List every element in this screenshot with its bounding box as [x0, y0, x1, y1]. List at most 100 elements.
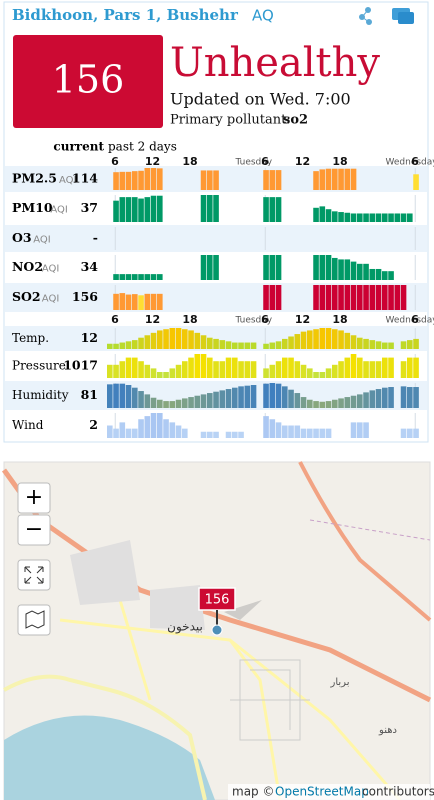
fullscreen-button[interactable]	[17, 559, 51, 591]
row-value: 37	[81, 200, 98, 215]
history-bar	[144, 293, 151, 310]
history-bar	[338, 398, 344, 408]
history-bar	[369, 340, 376, 349]
history-bar	[275, 422, 282, 438]
history-bar	[394, 213, 401, 222]
history-bar	[169, 401, 176, 408]
pollutant: so2	[283, 113, 308, 128]
history-bar	[363, 338, 369, 349]
history-bar	[207, 255, 213, 280]
history-bar	[388, 387, 394, 408]
history-bar	[344, 168, 351, 190]
history-bar	[332, 364, 338, 378]
history-bar	[125, 341, 132, 349]
history-bar	[369, 390, 376, 408]
history-bar	[232, 357, 238, 378]
history-bar	[294, 393, 301, 408]
history-bar	[113, 428, 119, 438]
history-bar	[200, 170, 207, 190]
history-bar	[319, 206, 326, 222]
history-bar	[232, 387, 238, 408]
history-bar	[182, 361, 188, 378]
history-bar	[132, 357, 138, 378]
history-bar	[238, 431, 244, 438]
station-title[interactable]: Bidkhoon, Pars 1, Bushehr	[12, 6, 239, 24]
layers-button[interactable]	[17, 604, 51, 636]
row-name: Temp.	[12, 331, 49, 345]
history-bar	[138, 274, 144, 280]
history-bar	[294, 425, 301, 438]
history-bar	[188, 330, 194, 349]
history-bar	[138, 198, 144, 222]
history-bar	[107, 343, 113, 349]
history-bar	[407, 387, 413, 408]
share-icon[interactable]	[359, 7, 372, 25]
history-bar	[319, 401, 326, 408]
time-label: 18	[182, 313, 197, 326]
history-bar	[138, 337, 144, 349]
history-bar	[344, 285, 351, 310]
history-bar	[325, 209, 332, 222]
place-label: بیدخون	[167, 620, 203, 635]
history-bar	[219, 361, 226, 378]
history-bar	[157, 413, 163, 438]
history-bar	[413, 174, 419, 190]
attribution: contributors	[362, 785, 434, 799]
history-bar	[125, 357, 132, 378]
history-bar	[263, 255, 269, 280]
history-bar	[238, 361, 244, 378]
history-bar	[344, 212, 351, 222]
map-marker[interactable]: 156	[205, 593, 230, 608]
history-bar	[125, 274, 132, 280]
time-label: 18	[332, 313, 347, 326]
history-bar	[338, 361, 344, 378]
history-bar	[382, 387, 388, 408]
map[interactable]: + − 156 بیدخون بربار دهنو map © OpenStre…	[1, 461, 434, 800]
history-bar	[207, 195, 213, 222]
history-bar	[263, 383, 269, 408]
history-bar	[157, 293, 163, 310]
history-bar	[132, 340, 138, 349]
history-bar	[175, 399, 182, 408]
history-bar	[288, 357, 294, 378]
history-bar	[119, 383, 126, 408]
history-bar	[144, 416, 151, 438]
attribution-link[interactable]: OpenStreetMap	[275, 785, 369, 799]
history-bar	[200, 431, 207, 438]
zoom-in[interactable]: +	[25, 485, 43, 510]
history-bar	[150, 168, 157, 190]
history-bar	[150, 368, 157, 378]
history-bar	[138, 361, 144, 378]
history-bar	[400, 386, 407, 408]
history-bar	[382, 213, 388, 222]
history-bar	[338, 259, 344, 280]
history-bar	[138, 391, 144, 408]
history-bar	[225, 389, 232, 408]
history-bar	[269, 364, 276, 378]
history-bar	[250, 361, 257, 378]
zoom-out[interactable]: −	[25, 517, 43, 542]
time-label: 6	[111, 155, 119, 168]
history-bar	[357, 394, 363, 408]
history-bar	[232, 342, 238, 349]
history-bar	[269, 342, 276, 349]
history-bar	[207, 431, 213, 438]
time-label: Wednesday	[386, 158, 434, 168]
history-bar	[288, 425, 294, 438]
history-bar	[213, 170, 219, 190]
time-label: 6	[111, 313, 119, 326]
history-bar	[107, 425, 113, 438]
history-bar	[313, 285, 319, 310]
history-bar	[263, 197, 269, 222]
embed-icon[interactable]	[392, 8, 414, 24]
history-bar	[413, 357, 419, 378]
history-bar	[407, 428, 413, 438]
history-bar	[300, 331, 307, 349]
history-bar	[344, 357, 351, 378]
history-bar	[388, 357, 394, 378]
history-bar	[275, 341, 282, 349]
history-bar	[275, 361, 282, 378]
row-value: 1017	[63, 358, 98, 373]
history-bar	[163, 372, 169, 378]
history-bar	[369, 213, 376, 222]
